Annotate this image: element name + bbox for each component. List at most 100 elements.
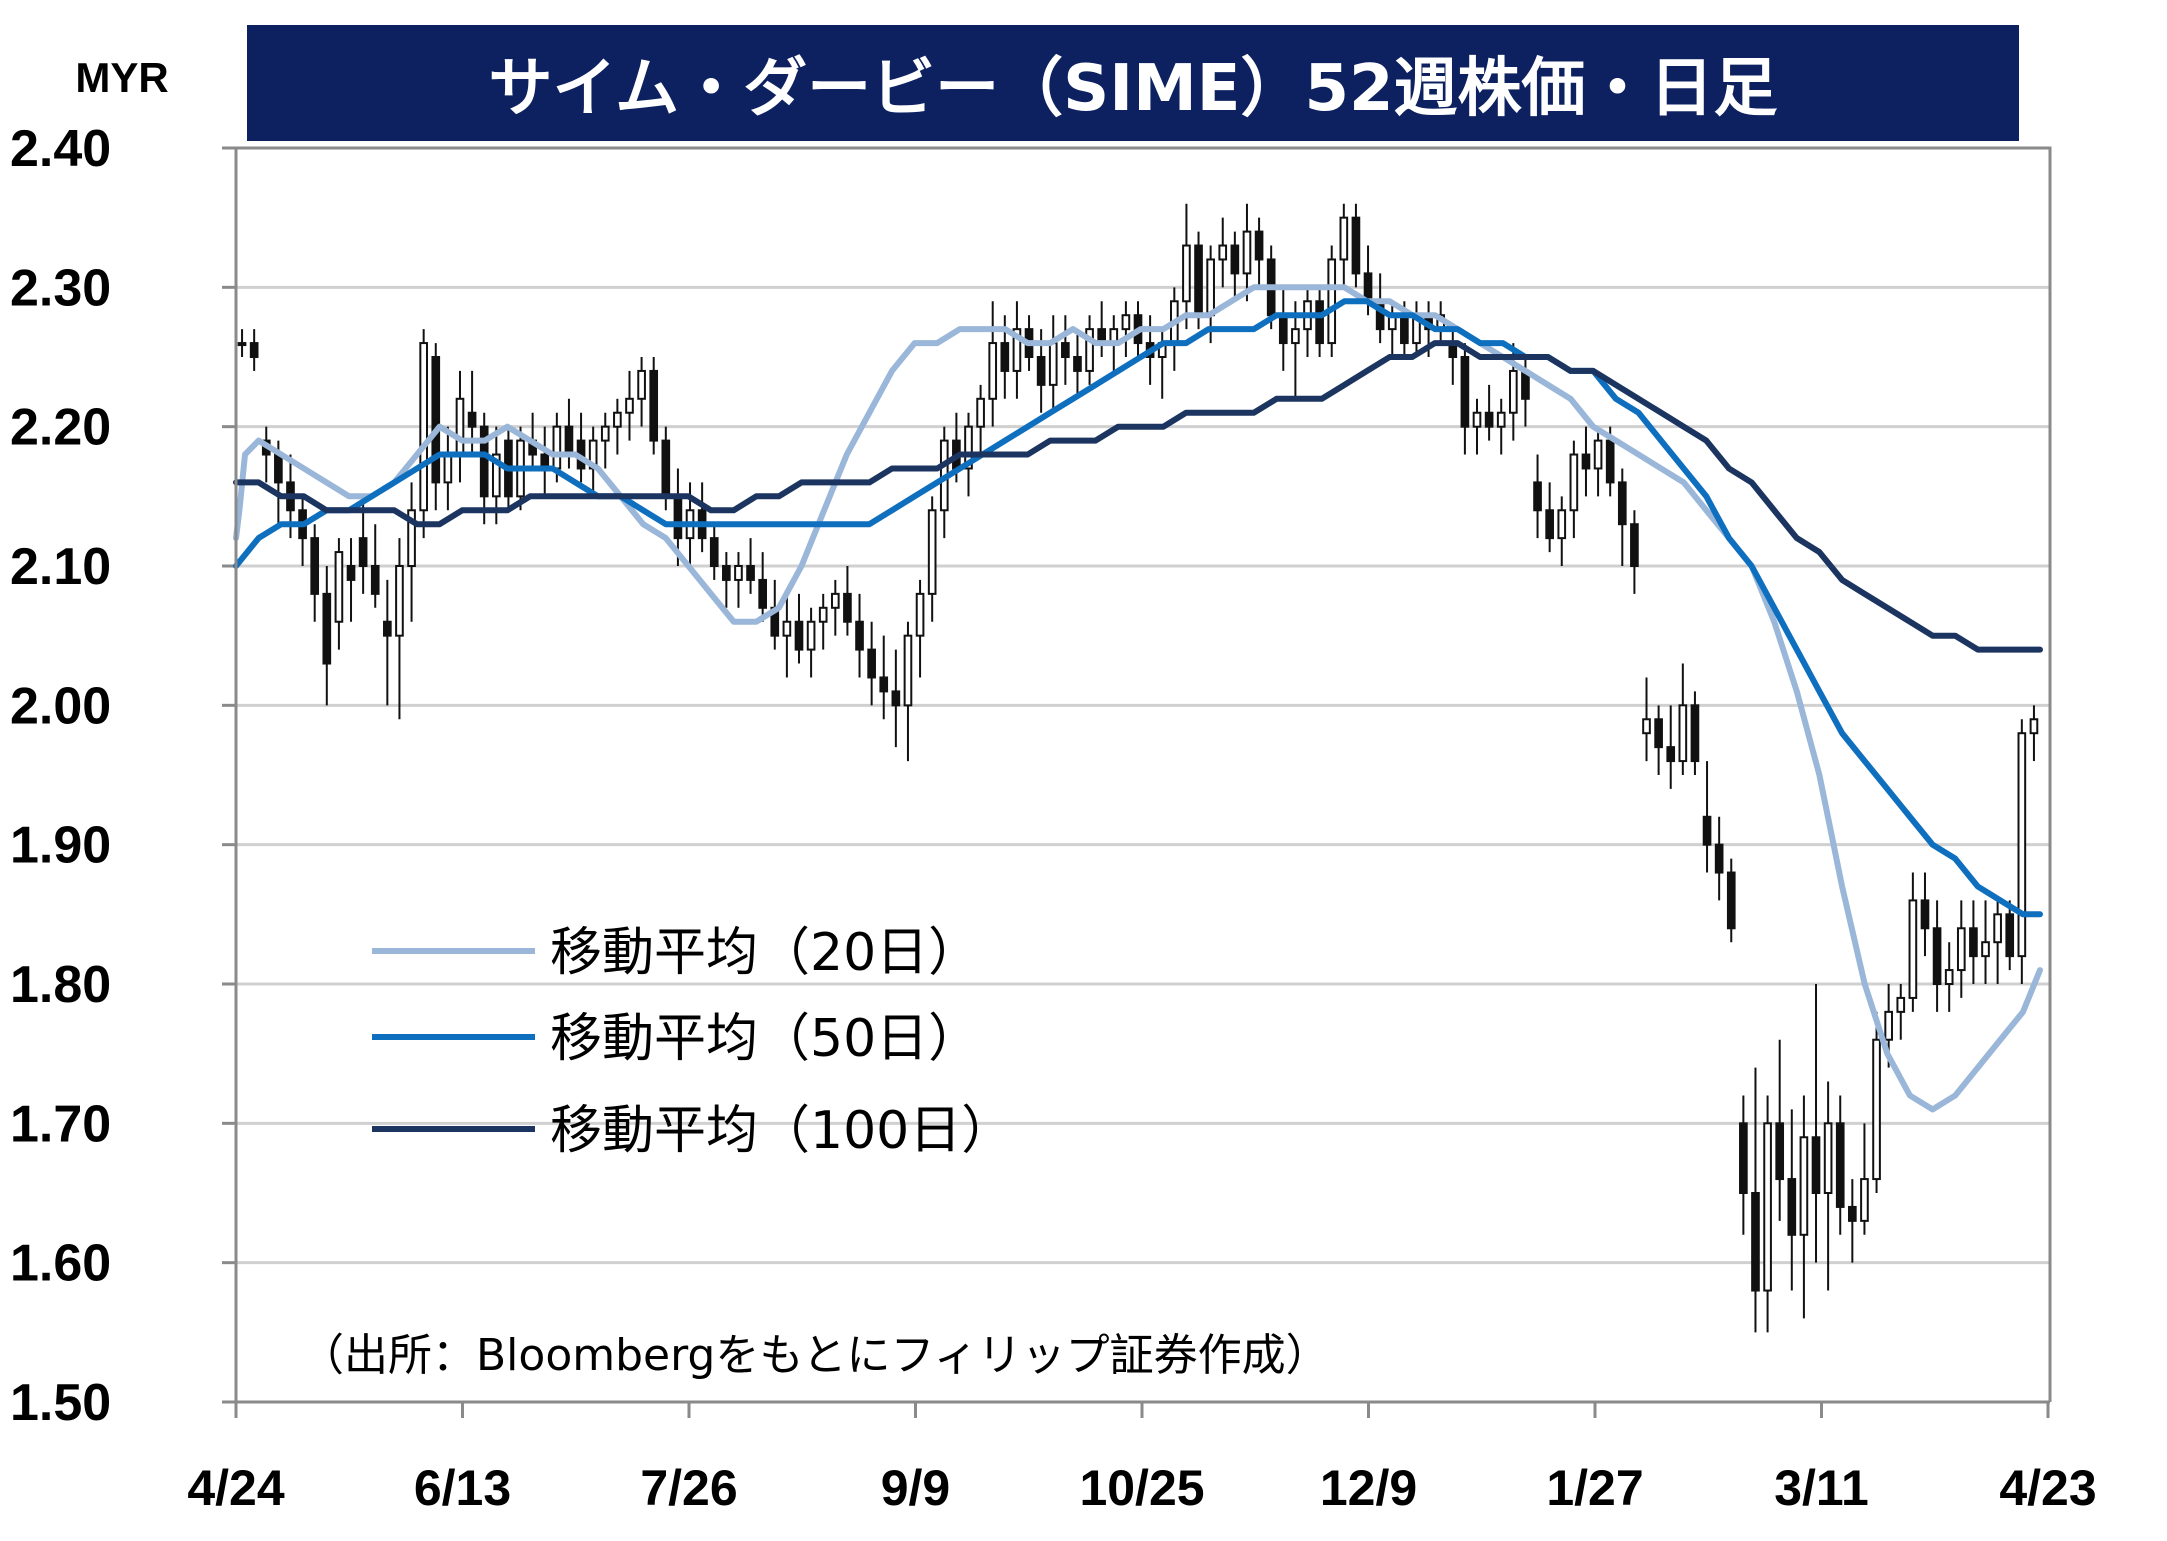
candle-body: [249, 342, 259, 359]
moving-averages: [233, 284, 2043, 1113]
candle-body: [843, 592, 852, 623]
candle-body: [1182, 244, 1191, 303]
candle-body: [395, 565, 404, 637]
ma-line-ma20: [233, 284, 2043, 1113]
candle-body: [1872, 1038, 1881, 1181]
candle-body: [358, 537, 368, 568]
candle-body: [1278, 314, 1288, 345]
candle-body: [1061, 342, 1070, 359]
x-tick-label: 7/26: [640, 1460, 737, 1516]
candle-body: [1739, 1122, 1748, 1195]
candle-body: [431, 356, 441, 484]
candle-body: [1073, 356, 1082, 372]
y-tick-label: 1.50: [10, 1374, 111, 1432]
candle-body: [1799, 1136, 1809, 1236]
candle-body: [1702, 815, 1712, 846]
candle-body: [927, 509, 937, 595]
candle-body: [1460, 356, 1470, 428]
candle-body: [1327, 258, 1337, 345]
x-tick-label: 10/25: [1079, 1460, 1204, 1516]
candle-body: [673, 495, 683, 540]
y-tick-label: 2.20: [10, 399, 111, 457]
candle-body: [1993, 913, 2002, 944]
legend-label-ma20: 移動平均（20日）: [550, 923, 980, 983]
unit-label: MYR: [75, 54, 168, 101]
candle-body: [1218, 244, 1228, 261]
candle-body: [1400, 314, 1409, 345]
candle-body: [419, 342, 428, 512]
x-tick-label: 9/9: [881, 1460, 951, 1516]
legend-label-ma50: 移動平均（50日）: [550, 1009, 980, 1069]
candle-body: [1775, 1122, 1785, 1181]
plot-frame: [234, 146, 2052, 1404]
candle-body: [2029, 718, 2039, 735]
y-tick-label: 1.80: [10, 956, 111, 1014]
candle-body: [1630, 523, 1639, 568]
candle-body: [1969, 927, 1978, 958]
candle-body: [1896, 996, 1906, 1013]
candle-body: [1654, 718, 1663, 749]
title-banner: [247, 25, 2019, 141]
candle-body: [1339, 216, 1349, 261]
ma-line-ma100: [233, 340, 2043, 653]
candle-body: [746, 565, 755, 581]
legend-label-ma100: 移動平均（100日）: [550, 1101, 1013, 1161]
candle-body: [407, 509, 416, 567]
candle-body: [855, 620, 864, 651]
x-tick-label: 3/11: [1774, 1460, 1869, 1516]
candle-body: [806, 620, 816, 651]
candle-body: [1823, 1122, 1833, 1195]
y-tick-label: 2.10: [10, 538, 111, 596]
candle-body: [637, 369, 646, 400]
candle-body: [1763, 1122, 1772, 1292]
candle-body: [467, 411, 477, 428]
candle-body: [1642, 718, 1651, 735]
candle-body: [1545, 509, 1554, 540]
candle-body: [1593, 439, 1603, 470]
candle-body: [625, 397, 634, 414]
candle-body: [1085, 328, 1094, 372]
candle-body: [1884, 1010, 1893, 1041]
candle-body: [274, 453, 283, 484]
x-tick-label: 4/23: [1999, 1460, 2096, 1516]
candle-body: [2005, 913, 2015, 958]
candle-body: [310, 537, 320, 595]
candle-body: [722, 565, 731, 581]
candle-body: [891, 690, 901, 707]
candle-body: [455, 397, 465, 456]
candle-body: [1617, 481, 1627, 526]
candle-body: [552, 425, 562, 470]
candle-body: [370, 565, 380, 595]
y-tick-label: 1.70: [10, 1095, 111, 1153]
candle-body: [1690, 704, 1700, 763]
candle-body: [782, 620, 792, 637]
candlesticks: [237, 203, 2039, 1333]
candle-body: [1932, 927, 1942, 985]
candle-body: [867, 648, 876, 679]
x-tick-label: 1/27: [1546, 1460, 1643, 1516]
candle-body: [1194, 244, 1203, 317]
x-axis-ticks: 4/24 6/13 7/26 9/9 10/25 12/9 1/27 3/11 4/23: [187, 1402, 2097, 1516]
x-tick-label: 12/9: [1320, 1460, 1417, 1516]
candle-body: [1557, 509, 1567, 540]
candle-body: [1811, 1136, 1821, 1195]
ma-line-ma50: [233, 298, 2043, 918]
candle-body: [1678, 704, 1688, 763]
candle-body: [346, 565, 356, 581]
y-tick-label: 1.60: [10, 1235, 111, 1293]
candle-body: [1036, 356, 1046, 386]
chart-title: サイム・ダービー（SIME）52週株価・日足: [488, 52, 1777, 126]
candle-body: [564, 425, 574, 456]
y-tick-label: 2.00: [10, 677, 111, 735]
candle-body: [1944, 969, 1954, 985]
candle-body: [1714, 843, 1724, 874]
candle-body: [2017, 732, 2027, 958]
candle-body: [879, 676, 889, 693]
candle-body: [1254, 230, 1264, 261]
candle-body: [334, 551, 344, 623]
candle-body: [1533, 481, 1542, 512]
candle-body: [1315, 300, 1324, 345]
candle-body: [1605, 439, 1615, 484]
candle-body: [964, 425, 973, 470]
candle-body: [818, 606, 828, 623]
